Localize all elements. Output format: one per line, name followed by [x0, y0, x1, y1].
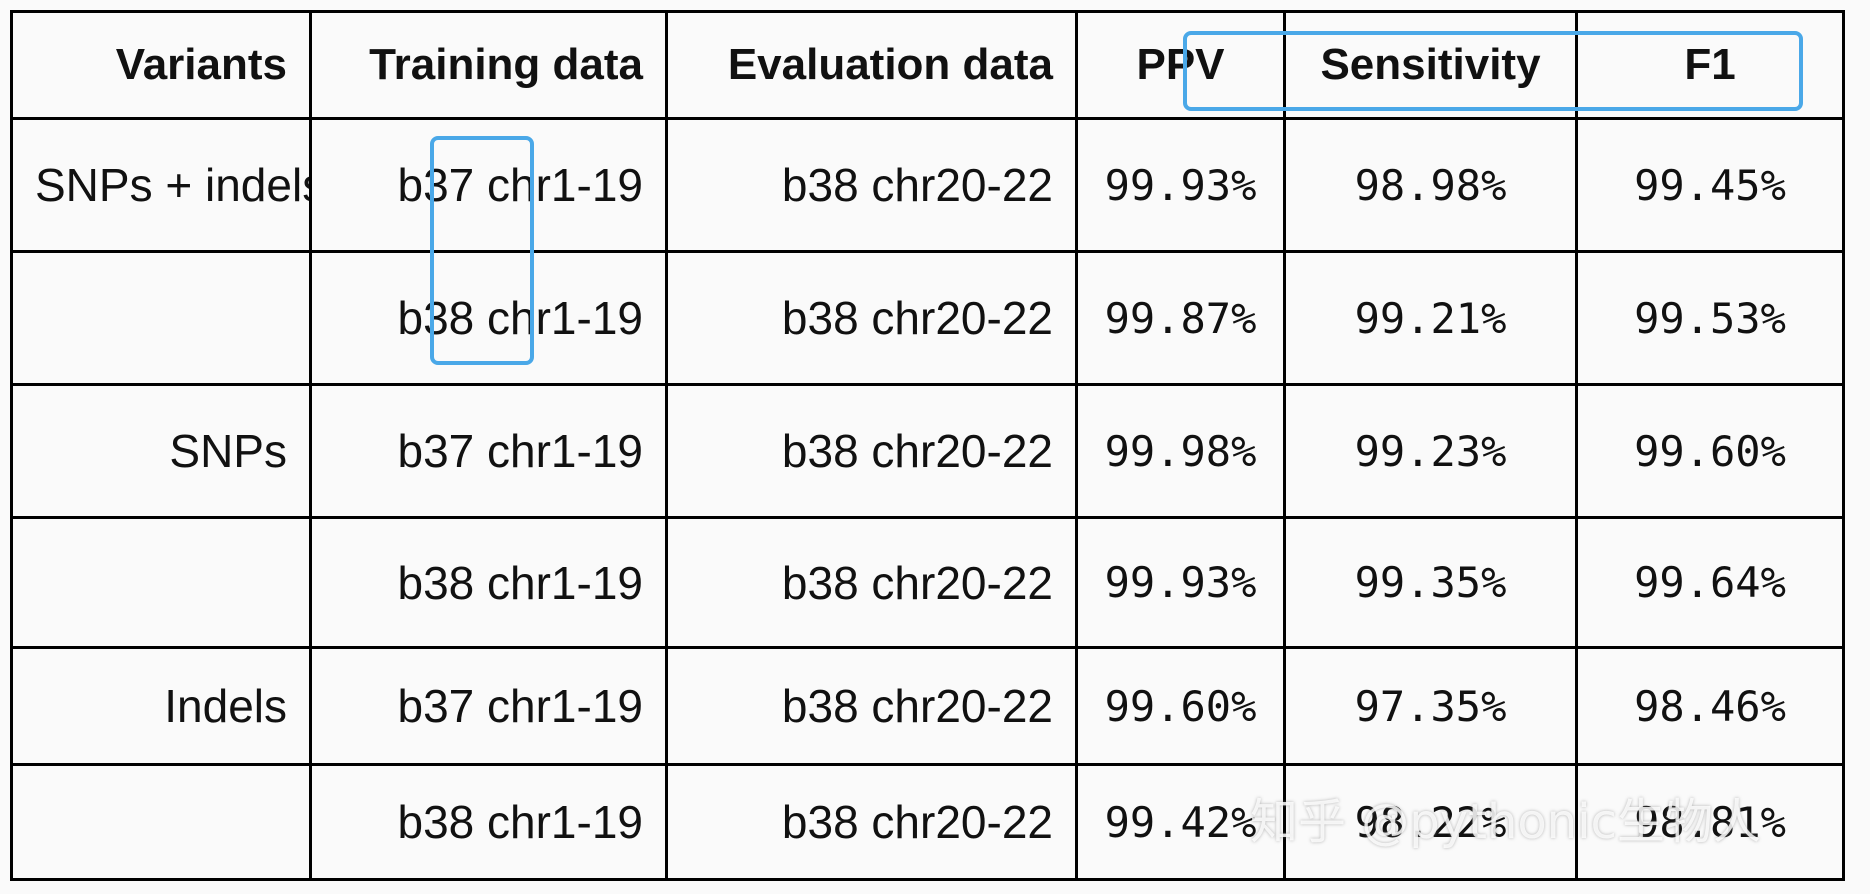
watermark: 知乎 @pythonic生物人	[1250, 794, 1761, 850]
cell-training-data: b38 chr1-19	[309, 250, 668, 386]
table-row: Indels b37 chr1-19 b38 chr20-22 99.60% 9…	[10, 646, 1845, 766]
cell-sensitivity: 99.35%	[1283, 516, 1578, 649]
cell-evaluation-data: b38 chr20-22	[665, 383, 1078, 519]
cell-training-data: b37 chr1-19	[309, 117, 668, 253]
cell-training-data: b38 chr1-19	[309, 763, 668, 881]
cell-sensitivity: 98.22%	[1283, 763, 1578, 881]
cell-ppv: 99.93%	[1075, 516, 1286, 649]
cell-variants: SNPs + indels	[10, 117, 312, 253]
cell-variants: Indels	[10, 646, 312, 766]
cell-f1: 98.46%	[1575, 646, 1845, 766]
table-row: b38 chr1-19 b38 chr20-22 99.87% 99.21% 9…	[10, 250, 1845, 386]
cell-variants	[10, 763, 312, 881]
table-row: b38 chr1-19 b38 chr20-22 99.42% 98.22% 9…	[10, 763, 1845, 881]
header-evaluation-data: Evaluation data	[665, 10, 1078, 120]
cell-training-data: b37 chr1-19	[309, 646, 668, 766]
cell-variants: SNPs	[10, 383, 312, 519]
header-ppv: PPV	[1075, 10, 1286, 120]
table-row: SNPs b37 chr1-19 b38 chr20-22 99.98% 99.…	[10, 383, 1845, 519]
table-header-row: Variants Training data Evaluation data P…	[10, 10, 1845, 120]
cell-evaluation-data: b38 chr20-22	[665, 646, 1078, 766]
cell-ppv: 99.87%	[1075, 250, 1286, 386]
table-row: b38 chr1-19 b38 chr20-22 99.93% 99.35% 9…	[10, 516, 1845, 649]
cell-sensitivity: 99.21%	[1283, 250, 1578, 386]
cell-sensitivity: 99.23%	[1283, 383, 1578, 519]
cell-f1: 99.45%	[1575, 117, 1845, 253]
cell-ppv: 99.98%	[1075, 383, 1286, 519]
cell-sensitivity: 98.98%	[1283, 117, 1578, 253]
header-variants: Variants	[10, 10, 312, 120]
cell-variants	[10, 516, 312, 649]
cell-f1: 99.60%	[1575, 383, 1845, 519]
header-f1: F1	[1575, 10, 1845, 120]
cell-training-data: b38 chr1-19	[309, 516, 668, 649]
cell-f1: 98.81%	[1575, 763, 1845, 881]
results-table: Variants Training data Evaluation data P…	[10, 10, 1845, 881]
cell-evaluation-data: b38 chr20-22	[665, 516, 1078, 649]
header-sensitivity: Sensitivity	[1283, 10, 1578, 120]
cell-evaluation-data: b38 chr20-22	[665, 250, 1078, 386]
cell-variants	[10, 250, 312, 386]
cell-evaluation-data: b38 chr20-22	[665, 117, 1078, 253]
cell-training-data: b37 chr1-19	[309, 383, 668, 519]
table-row: SNPs + indels b37 chr1-19 b38 chr20-22 9…	[10, 117, 1845, 253]
cell-ppv: 99.42%	[1075, 763, 1286, 881]
cell-ppv: 99.93%	[1075, 117, 1286, 253]
cell-f1: 99.64%	[1575, 516, 1845, 649]
cell-sensitivity: 97.35%	[1283, 646, 1578, 766]
cell-ppv: 99.60%	[1075, 646, 1286, 766]
cell-f1: 99.53%	[1575, 250, 1845, 386]
header-training-data: Training data	[309, 10, 668, 120]
cell-evaluation-data: b38 chr20-22	[665, 763, 1078, 881]
